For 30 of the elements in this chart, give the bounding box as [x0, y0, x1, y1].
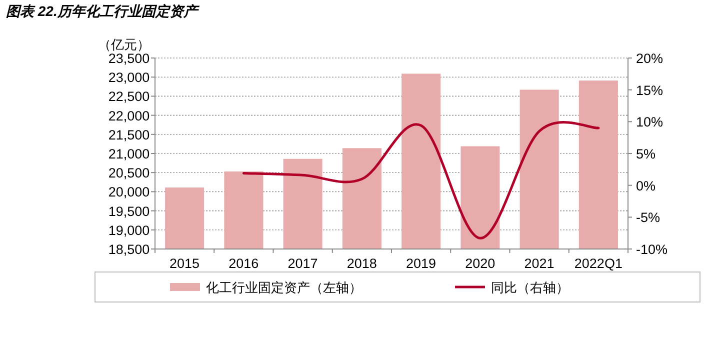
- y-tick-label: 23,000: [108, 70, 150, 86]
- legend-label: 同比（右轴）: [491, 280, 569, 295]
- y-tick-label: 19,000: [108, 222, 150, 238]
- x-tick-label: 2016: [228, 256, 259, 271]
- y-tick-label: 23,500: [108, 51, 150, 66]
- y-tick-label: 21,500: [108, 127, 150, 142]
- y-axis-title: （亿元）: [98, 37, 150, 52]
- x-tick-label: 2022Q1: [574, 256, 622, 271]
- y2-tick-label: 0%: [636, 178, 656, 194]
- x-tick-label: 2017: [288, 256, 318, 271]
- y2-tick-label: -10%: [636, 242, 668, 257]
- y-tick-label: 19,500: [108, 204, 150, 219]
- x-tick-label: 2021: [524, 256, 554, 271]
- y-tick-label: 18,500: [108, 242, 150, 257]
- y2-tick-label: 5%: [636, 146, 656, 162]
- y-tick-label: 21,000: [108, 146, 150, 162]
- y-tick-label: 22,500: [108, 89, 150, 104]
- y-tick-label: 20,000: [108, 184, 150, 200]
- x-tick-label: 2018: [346, 256, 377, 271]
- y2-tick-label: -5%: [636, 210, 660, 226]
- x-tick-label: 2019: [406, 256, 436, 271]
- x-tick-label: 2020: [465, 256, 496, 271]
- y2-tick-label: 20%: [636, 51, 664, 66]
- y-tick-label: 22,000: [108, 108, 150, 124]
- chart-title: 图表 22.历年化工行业固定资产: [6, 3, 200, 19]
- y2-tick-label: 10%: [636, 114, 664, 130]
- y2-tick-label: 15%: [636, 82, 664, 98]
- legend-label: 化工行业固定资产（左轴）: [206, 280, 362, 295]
- y-tick-label: 20,500: [108, 166, 150, 181]
- x-tick-label: 2015: [170, 256, 200, 271]
